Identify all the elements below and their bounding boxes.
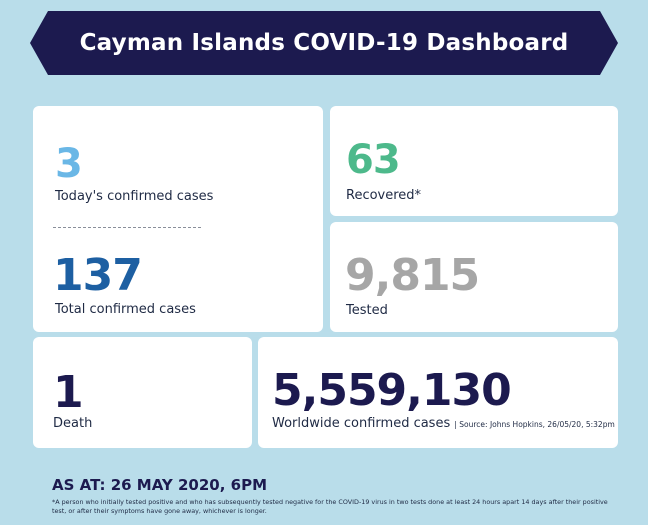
tested-card: 9,815 Tested <box>330 222 618 332</box>
confirmed-cases-card: 3 Today's confirmed cases 137 Total conf… <box>33 106 323 332</box>
total-confirmed-label: Total confirmed cases <box>55 302 196 317</box>
page-title: Cayman Islands COVID-19 Dashboard <box>79 30 569 56</box>
tested-label: Tested <box>346 303 388 318</box>
worldwide-label: Worldwide confirmed cases <box>272 416 451 431</box>
banner-ribbon-shape <box>30 11 618 75</box>
deaths-card: 1 Death <box>33 337 252 448</box>
worldwide-value: 5,559,130 <box>272 365 512 416</box>
divider <box>53 227 201 228</box>
worldwide-card: 5,559,130 Worldwide confirmed cases | So… <box>258 337 618 448</box>
today-confirmed-value: 3 <box>55 141 83 187</box>
title-banner: Cayman Islands COVID-19 Dashboard <box>30 11 618 75</box>
worldwide-source: | Source: Johns Hopkins, 26/05/20, 5:32p… <box>454 420 615 429</box>
recovered-footnote: *A person who initially tested positive … <box>52 498 608 515</box>
deaths-value: 1 <box>53 367 84 418</box>
recovered-card: 63 Recovered* <box>330 106 618 216</box>
today-confirmed-label: Today's confirmed cases <box>55 189 214 204</box>
tested-value: 9,815 <box>345 250 480 301</box>
total-confirmed-value: 137 <box>53 250 143 301</box>
recovered-label: Recovered* <box>346 188 422 203</box>
worldwide-label-row: Worldwide confirmed cases | Source: John… <box>272 416 615 431</box>
recovered-value: 63 <box>346 137 401 183</box>
as-at-timestamp: AS AT: 26 MAY 2020, 6PM <box>52 476 268 494</box>
deaths-label: Death <box>53 416 93 431</box>
